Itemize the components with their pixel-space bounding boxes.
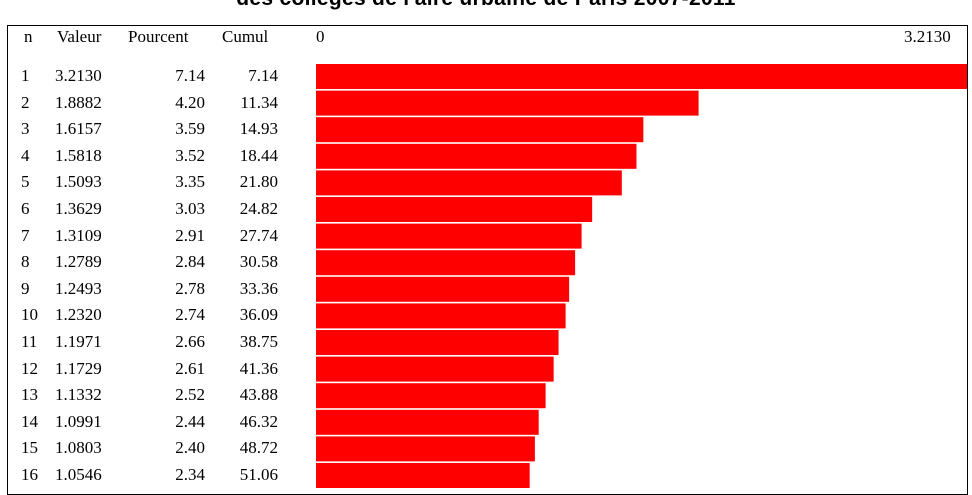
row-cumul: 33.36 (239, 278, 278, 298)
row-n: 5 (21, 172, 30, 192)
row-valeur: 1.2493 (55, 278, 102, 298)
row-pourcent: 4.20 (175, 92, 205, 112)
row-pourcent: 2.78 (175, 278, 205, 298)
row-cumul: 27.74 (239, 225, 278, 245)
bar-14 (316, 409, 539, 435)
row-n: 6 (21, 199, 30, 218)
row-cumul: 46.32 (239, 411, 278, 431)
row-n: 10 (21, 305, 38, 325)
row-cumul: 30.58 (239, 252, 278, 272)
row-n: 3 (21, 119, 30, 139)
row-pourcent: 2.66 (175, 332, 205, 351)
bar-10 (316, 303, 566, 329)
row-n: 7 (21, 225, 30, 245)
row-n: 16 (21, 465, 38, 484)
row-pourcent: 2.61 (175, 358, 205, 378)
axis-max-label: 3.2130 (904, 27, 951, 46)
row-valeur: 1.1332 (55, 385, 102, 405)
row-pourcent: 2.84 (175, 252, 205, 272)
header-valeur: Valeur (57, 27, 102, 46)
row-cumul: 36.09 (239, 305, 278, 325)
bar-16 (316, 463, 530, 488)
row-valeur: 3.2130 (55, 66, 102, 85)
row-pourcent: 2.40 (175, 438, 205, 458)
row-pourcent: 3.35 (175, 172, 205, 192)
row-valeur: 1.1971 (55, 332, 102, 351)
header-n: n (24, 27, 33, 46)
row-n: 2 (21, 92, 30, 112)
row-cumul: 24.82 (239, 199, 278, 218)
row-valeur: 1.6157 (55, 119, 102, 139)
row-cumul: 18.44 (239, 145, 278, 165)
row-valeur: 1.5093 (55, 172, 102, 192)
bar-15 (316, 436, 535, 462)
axis-min-label: 0 (316, 27, 325, 46)
header-pourcent: Pourcent (128, 27, 189, 46)
row-pourcent: 2.91 (175, 225, 205, 245)
bar-6 (316, 197, 593, 222)
bar-3 (316, 117, 644, 143)
row-n: 1 (21, 66, 30, 85)
row-n: 8 (21, 252, 30, 272)
row-valeur: 1.2320 (55, 305, 102, 325)
row-n: 11 (21, 332, 38, 351)
row-n: 15 (21, 438, 38, 458)
bar-13 (316, 383, 546, 409)
bar-11 (316, 330, 559, 355)
row-pourcent: 3.52 (175, 145, 205, 165)
row-valeur: 1.8882 (55, 92, 102, 112)
header-cumul: Cumul (222, 27, 269, 46)
bar-9 (316, 276, 570, 302)
row-pourcent: 2.34 (175, 465, 205, 484)
row-pourcent: 7.14 (175, 66, 205, 85)
row-valeur: 1.0991 (55, 411, 102, 431)
row-cumul: 38.75 (239, 332, 278, 351)
bar-8 (316, 250, 576, 276)
row-n: 4 (21, 145, 30, 165)
bar-7 (316, 223, 582, 249)
row-valeur: 1.1729 (55, 358, 102, 378)
row-valeur: 1.3629 (55, 199, 102, 218)
bar-5 (316, 170, 622, 196)
row-cumul: 21.80 (239, 172, 278, 192)
chart-title: des collèges de l'aire urbaine de Paris … (0, 0, 972, 11)
row-valeur: 1.0546 (55, 465, 102, 484)
row-pourcent: 3.59 (175, 119, 205, 139)
row-cumul: 14.93 (239, 119, 278, 139)
row-pourcent: 2.74 (175, 305, 205, 325)
row-pourcent: 2.52 (175, 385, 205, 405)
row-n: 13 (21, 385, 38, 405)
row-cumul: 41.36 (239, 358, 278, 378)
row-cumul: 7.14 (248, 66, 278, 85)
row-cumul: 43.88 (239, 385, 278, 405)
bar-1 (316, 64, 967, 89)
row-valeur: 1.3109 (55, 225, 102, 245)
row-n: 12 (21, 358, 38, 378)
row-n: 14 (21, 411, 38, 431)
bar-2 (316, 90, 699, 116)
row-pourcent: 2.44 (175, 411, 205, 431)
row-valeur: 1.2789 (55, 252, 102, 272)
row-valeur: 1.0803 (55, 438, 102, 458)
row-cumul: 48.72 (239, 438, 278, 458)
row-valeur: 1.5818 (55, 145, 102, 165)
bar-12 (316, 356, 554, 382)
row-pourcent: 3.03 (175, 199, 205, 218)
bar-4 (316, 143, 637, 169)
row-cumul: 11.34 (240, 92, 278, 112)
row-cumul: 51.06 (239, 465, 278, 484)
row-n: 9 (21, 278, 30, 298)
